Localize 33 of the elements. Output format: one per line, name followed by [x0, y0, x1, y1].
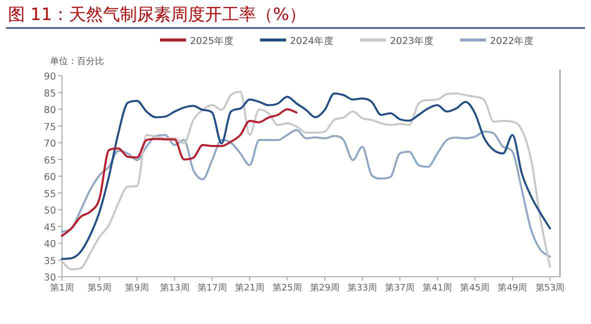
- legend-label: 2022年度: [490, 35, 534, 47]
- x-tick-label: 第21周: [234, 282, 264, 294]
- x-tick-label: 第53周: [535, 282, 565, 294]
- x-tick-label: 第25周: [272, 282, 302, 294]
- x-tick-label: 第41周: [422, 282, 452, 294]
- y-tick-label: 70: [44, 138, 56, 150]
- y-tick-label: 75: [44, 122, 56, 133]
- y-tick-label: 40: [44, 239, 56, 250]
- x-tick-label: 第29周: [310, 282, 340, 294]
- legend-label: 2023年度: [390, 35, 434, 47]
- x-tick-label: 第1周: [50, 282, 74, 294]
- legend-label: 2024年度: [290, 35, 334, 47]
- x-tick-label: 第13周: [160, 282, 190, 294]
- x-tick-label: 第45周: [460, 282, 490, 294]
- y-tick-label: 35: [44, 256, 56, 267]
- y-tick-label: 65: [44, 155, 56, 166]
- y-tick-label: 50: [44, 206, 56, 217]
- x-tick-label: 第49周: [498, 282, 528, 294]
- y-tick-label: 80: [44, 105, 56, 116]
- y-tick-label: 90: [44, 72, 56, 83]
- x-tick-label: 第37周: [385, 282, 415, 294]
- x-tick-label: 第33周: [348, 282, 378, 294]
- x-tick-label: 第17周: [197, 282, 227, 294]
- title: 图 11：天然气制尿素周度开工率（%）: [8, 5, 306, 25]
- legend-label: 2025年度: [190, 35, 234, 47]
- text: 单位：百分比: [50, 56, 104, 67]
- y-tick-label: 85: [44, 88, 56, 100]
- x-tick-label: 第5周: [88, 282, 112, 294]
- x-tick-label: 第9周: [125, 282, 149, 294]
- y-tick-label: 60: [44, 172, 56, 184]
- y-tick-label: 45: [44, 222, 56, 234]
- y-tick-label: 55: [44, 188, 56, 200]
- y-tick-label: 30: [44, 272, 56, 284]
